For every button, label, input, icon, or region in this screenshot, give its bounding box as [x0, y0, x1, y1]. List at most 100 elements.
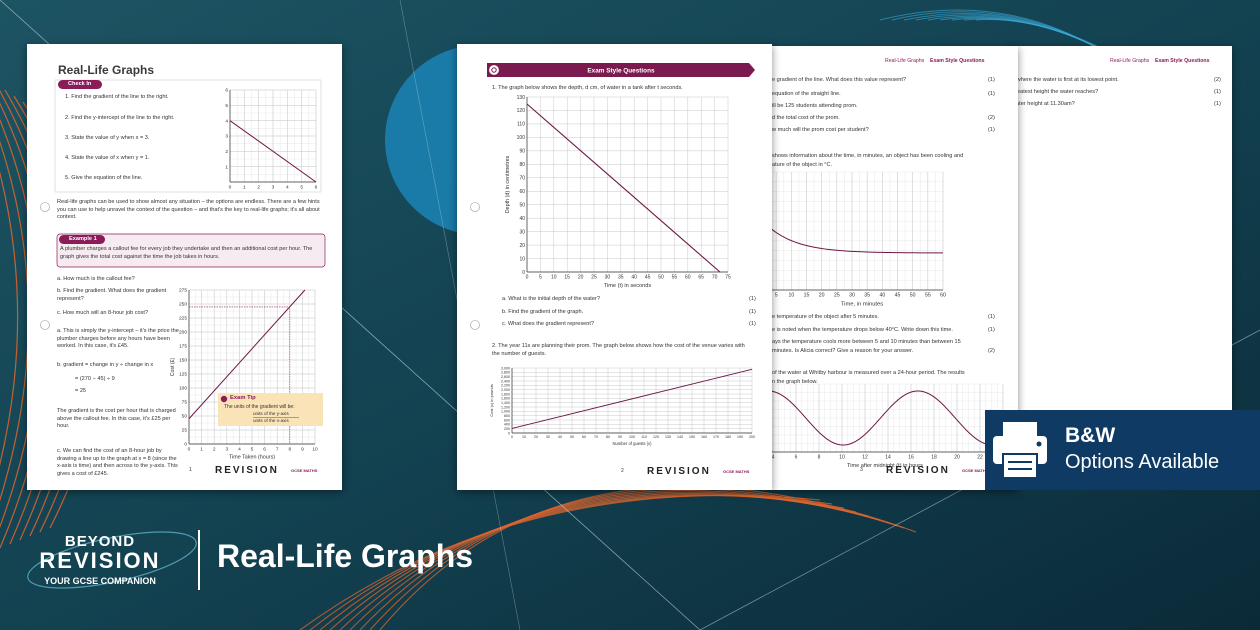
marks: (1) [988, 327, 995, 333]
x-tick-label: 6 [795, 455, 798, 461]
x-tick-label: 60 [940, 293, 946, 299]
x-tick-label: 150 [689, 435, 695, 439]
marks: (2) [1214, 77, 1221, 83]
y-tick-label: 10 [519, 256, 525, 262]
x-tick-label: 5 [251, 446, 254, 452]
x-tick-label: 50 [658, 275, 664, 281]
y-tick-label: 0 [522, 270, 525, 276]
answer: a. This is simply the y-intercept – it's… [57, 328, 179, 350]
x-tick-label: 20 [954, 455, 960, 461]
badge: B&W Options Available [985, 410, 1260, 490]
y-tick-label: 2,000 [501, 388, 510, 392]
x-tick-label: 0 [188, 446, 191, 452]
question-line: e temperature of the object after 5 minu… [772, 314, 879, 320]
page-number: 3 [860, 467, 863, 473]
footer-logo: REVISION [215, 465, 279, 476]
x-tick-label: 35 [864, 293, 870, 299]
y-tick-label: 1,800 [501, 392, 510, 396]
page-graphics: 5 10 15 20 25 30 35 40 45 50 55 60 Time, in minutes 4… [770, 171, 1006, 469]
question: 1. The graph below shows the depth, d cm… [492, 85, 683, 91]
question: 2. The year 11s are planning their prom.… [492, 343, 745, 357]
check-in-question: 1. Find the gradient of the line to the … [65, 94, 169, 100]
question-part: b. Find the gradient of the graph. [502, 309, 584, 315]
x-tick-label: 20 [819, 293, 825, 299]
example-label: Example 1 [69, 235, 97, 242]
x-tick-label: 9 [301, 446, 304, 452]
answer: = (270 − 45) ÷ 9 [75, 376, 115, 382]
y-axis-label: Cost (£) [170, 358, 176, 377]
x-tick-label: 55 [672, 275, 678, 281]
y-tick-label: 2,800 [501, 371, 510, 375]
graph-line [770, 227, 944, 254]
example-pill [59, 235, 105, 244]
check-in-question: 5. Give the equation of the line. [65, 175, 143, 181]
y-tick-label: 175 [179, 344, 187, 350]
x-tick-label: 30 [546, 435, 550, 439]
worksheet-page: Real-Life Graphs Exam Style Questions e wh… [1010, 46, 1232, 410]
y-tick-label: 6 [225, 88, 228, 94]
question: a. How much is the callout fee? [57, 276, 135, 282]
question-line: n the graph below. [772, 379, 818, 385]
check-in-pill [58, 80, 102, 89]
question-line: e where the water is first at its lowest… [1012, 77, 1119, 83]
divider [198, 530, 200, 590]
question-line: shows information about the time, in min… [772, 153, 964, 159]
y-tick-label: 275 [179, 288, 187, 294]
tip-label: Exam Tip [230, 395, 256, 401]
y-tick-label: 100 [517, 135, 526, 141]
brand-main: REVISION [39, 548, 160, 573]
marks: (1) [1214, 101, 1221, 107]
y-tick-label: 1,600 [501, 397, 510, 401]
footer-subject: GCSE MATHS [291, 468, 318, 473]
y-tick-label: 75 [182, 400, 188, 406]
x-tick-label: 45 [645, 275, 651, 281]
question-line: w much will the prom cost per student? [772, 127, 869, 133]
x-tick-label: 4 [286, 184, 289, 190]
x-tick-label: 180 [725, 435, 731, 439]
x-tick-label: 1 [200, 446, 203, 452]
worksheet-page: 0 1 2 3 4 5 6 1 2 3 4 5 6 0 1 2 3 4 5 6 7 8 9 10 0 25 50 75 100 125 15… [27, 44, 342, 490]
y-tick-label: 5 [225, 103, 228, 109]
brand-top: BEYOND [65, 533, 135, 550]
y-tick-label: 3 [225, 134, 228, 140]
x-tick-label: 50 [570, 435, 574, 439]
header-section: Exam Style Questions [1155, 58, 1210, 64]
badge-text: Options Available [1065, 451, 1220, 473]
y-tick-label: 80 [519, 162, 525, 168]
header-title: Exam Style Questions [587, 67, 655, 74]
x-tick-label: 6 [315, 184, 318, 190]
marks: (1) [988, 77, 995, 83]
y-tick-label: 250 [179, 302, 187, 308]
marks: (1) [1214, 89, 1221, 95]
x-tick-label: 5 [300, 184, 303, 190]
x-tick-label: 65 [698, 275, 704, 281]
x-tick-label: 20 [578, 275, 584, 281]
punch-hole [470, 320, 480, 330]
x-axis-label: Number of guests (x) [612, 441, 652, 446]
x-tick-label: 40 [879, 293, 885, 299]
question-line: ays the temperature cools more between 5… [772, 339, 961, 345]
check-in-question: 2. Find the y-intercept of the line to t… [65, 115, 175, 121]
x-tick-label: 140 [677, 435, 683, 439]
punch-hole [470, 202, 480, 212]
header-title: Real-Life Graphs [1110, 58, 1150, 64]
question: b. Find the gradient. What does the grad… [57, 288, 167, 302]
y-tick-label: 2,600 [501, 375, 510, 379]
page-graphics: Exam Style Questions 0 5 10 15 20 25 30 35 40 45 50… [470, 63, 755, 446]
x-axis-label: Time after midnight (t) in hours [847, 463, 923, 469]
page-number: 2 [621, 468, 624, 474]
x-tick-label: 14 [885, 455, 891, 461]
header-bar [487, 63, 755, 77]
question-line: minutes. Is Alicia correct? Give a reaso… [772, 348, 914, 354]
question-line: greatest height the water reaches? [1012, 89, 1099, 95]
x-tick-label: 0 [229, 184, 232, 190]
decor-arc [359, 489, 893, 630]
graph-line [188, 289, 306, 420]
punch-hole [40, 320, 50, 330]
tip-denominator: units of the x-axis [253, 418, 289, 423]
question-part: c. What does the gradient represent? [502, 321, 595, 327]
y-tick-label: 40 [519, 216, 525, 222]
question-line: water height at 11.30am? [1012, 101, 1075, 107]
y-tick-label: 200 [179, 330, 187, 336]
page-number: 1 [189, 467, 192, 473]
